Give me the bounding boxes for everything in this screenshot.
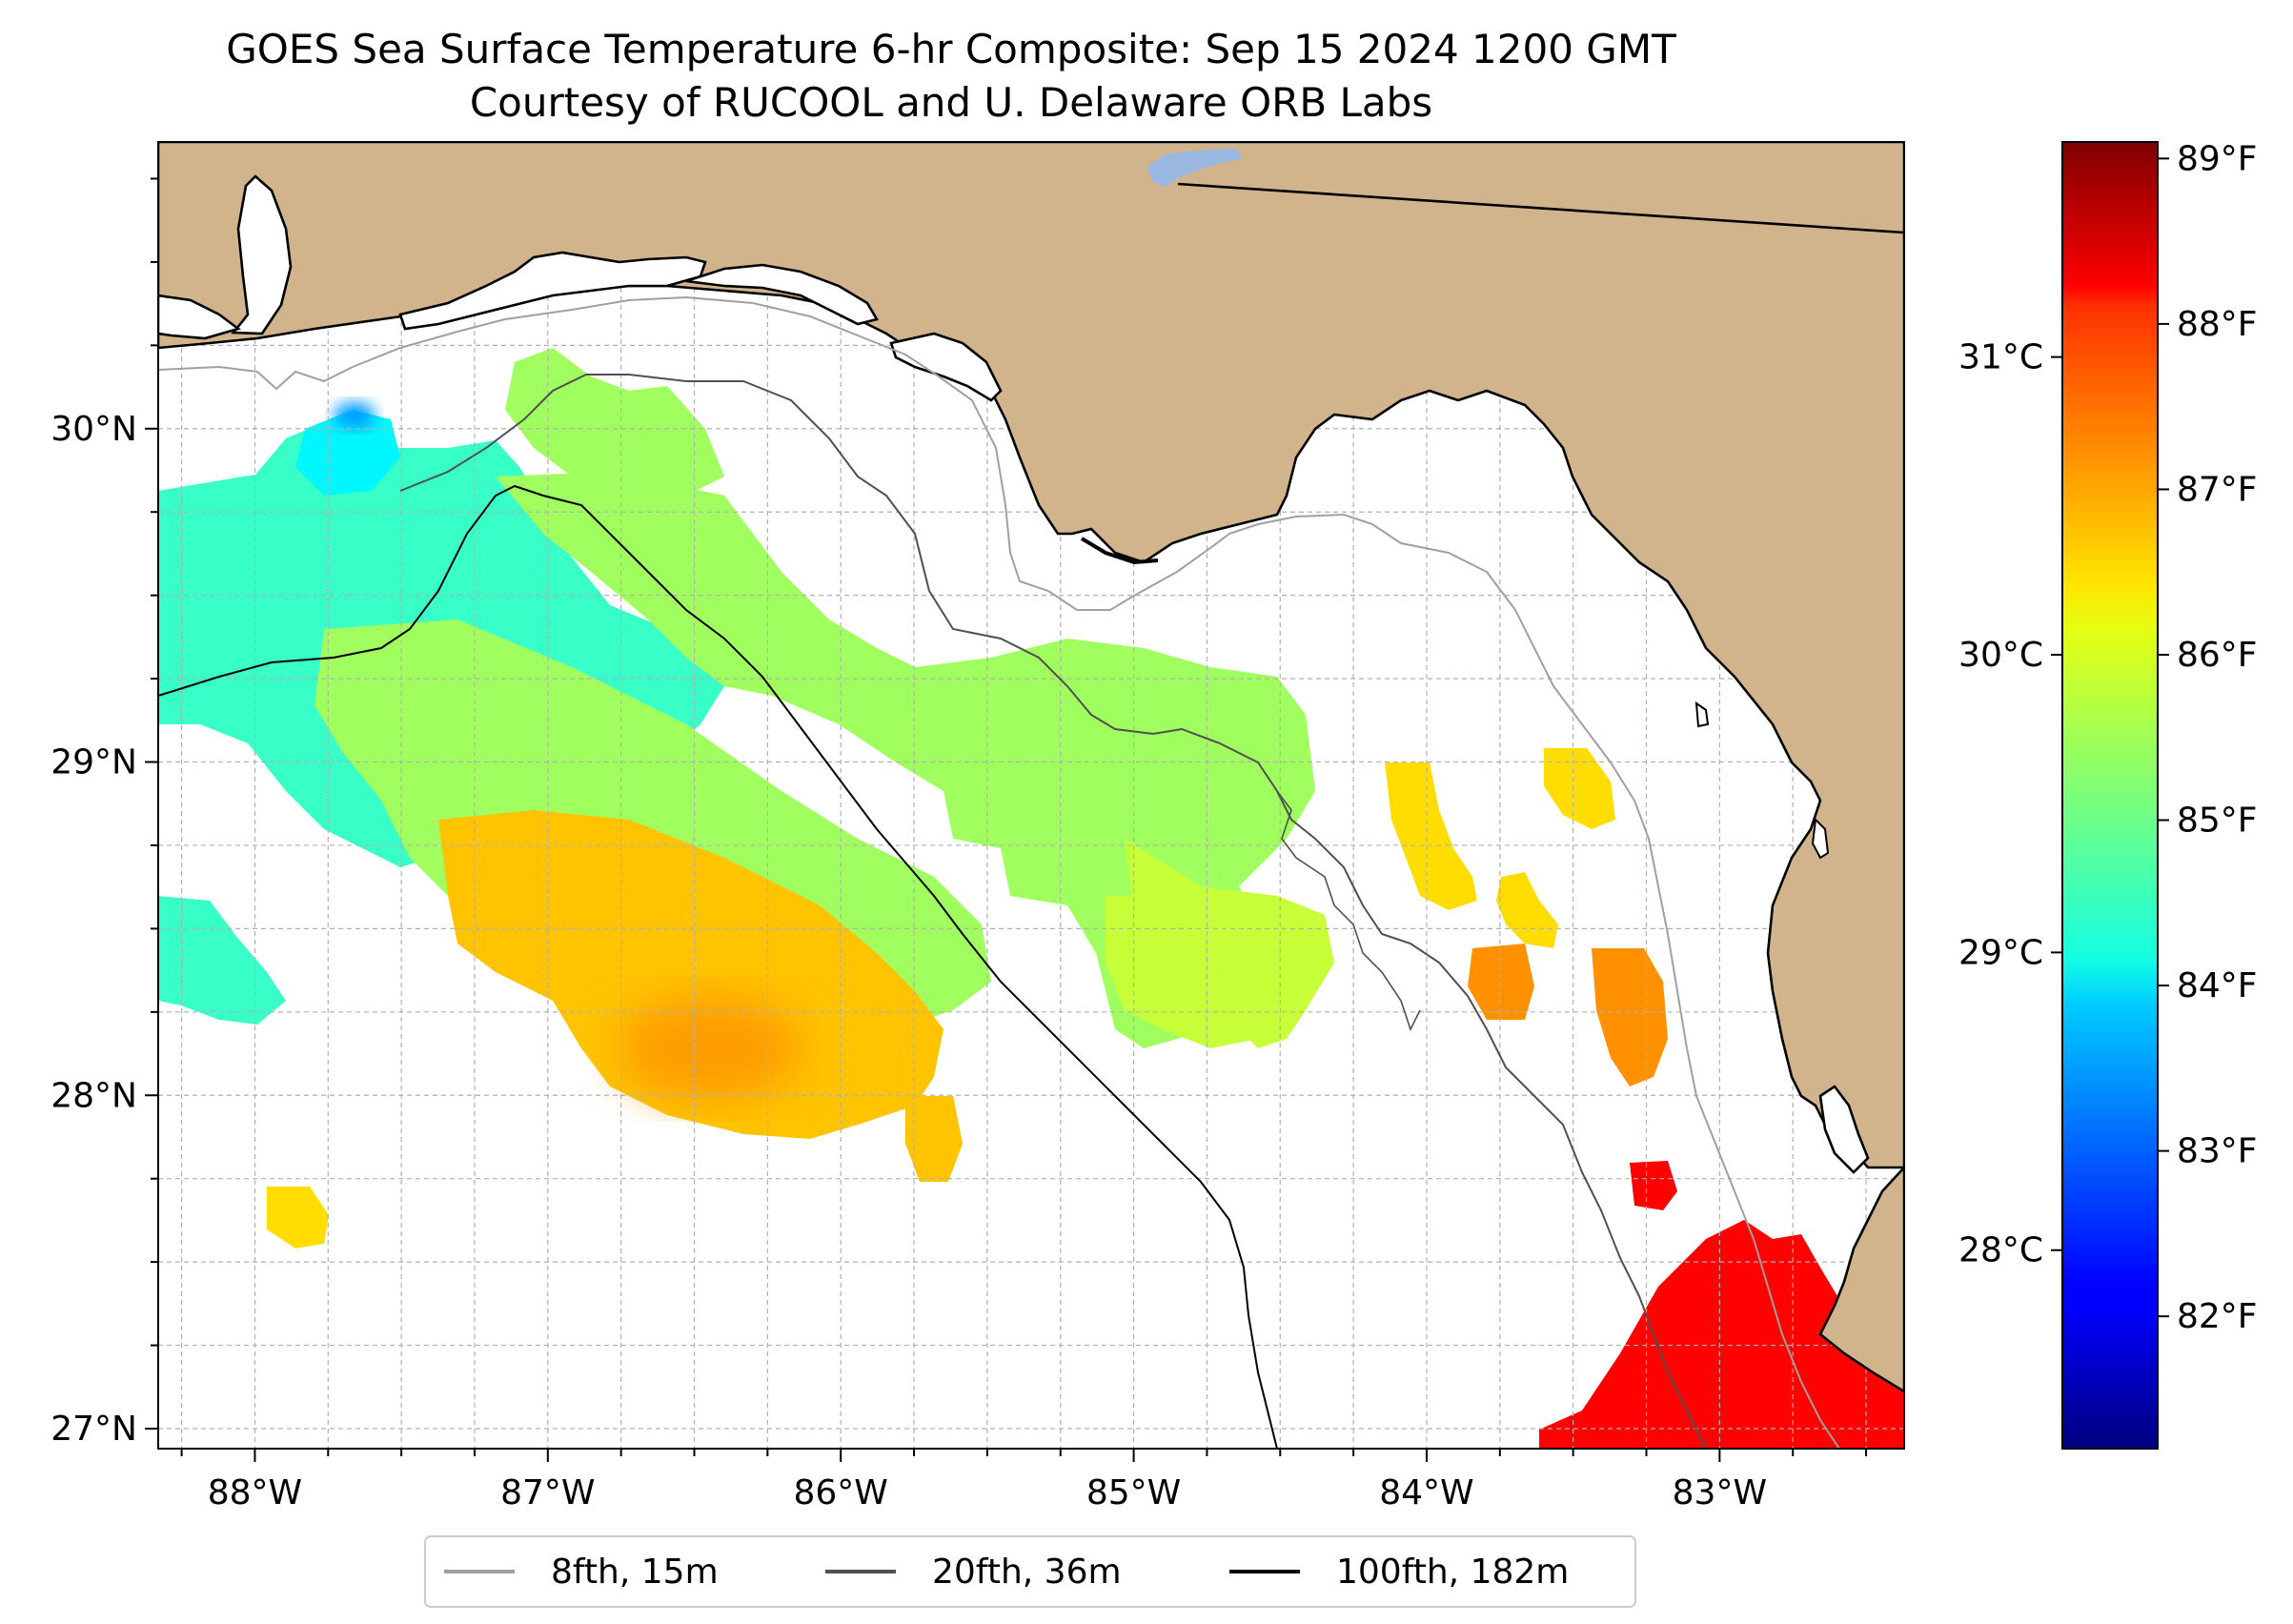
- fahrenheit-tick-label: 87°F: [2177, 470, 2258, 509]
- southwest-yellow-spot: [267, 1187, 329, 1248]
- legend-item: 20fth, 36m: [825, 1553, 1122, 1592]
- lat-tick-label: 27°N: [51, 1410, 137, 1449]
- celsius-tick-label: 31°C: [1958, 338, 2043, 377]
- legend-item: 100fth, 182m: [1229, 1553, 1569, 1592]
- map-panel: 88°W 87°W 86°W 85°W 84°W 83°W 30°N 29°N 28°N 27°…: [51, 141, 1905, 1512]
- state-boundary: [1177, 182, 1904, 234]
- lon-tick-label: 84°W: [1379, 1473, 1473, 1512]
- fahrenheit-tick-label: 85°F: [2177, 802, 2258, 841]
- lon-tick-label: 87°W: [500, 1473, 595, 1512]
- lon-tick-label: 86°W: [793, 1473, 887, 1512]
- legend-box: [424, 1535, 1636, 1608]
- lon-tick-label: 88°W: [208, 1473, 302, 1512]
- isobath-20fth-bigbend: [1276, 790, 1421, 1032]
- st-andrew-bay: [685, 263, 880, 326]
- warm-core-patch: [438, 810, 944, 1139]
- lake-seminole: [1146, 147, 1243, 188]
- legend-label: 20fth, 36m: [932, 1553, 1122, 1592]
- lon-tick-label: 83°W: [1673, 1473, 1767, 1512]
- choctawhatchee-bay: [398, 251, 707, 331]
- map-title: GOES Sea Surface Temperature 6-hr Compos…: [226, 26, 1676, 72]
- orange-patch-a: [1468, 944, 1534, 1020]
- celsius-ticks: 31°C 30°C 29°C 28°C: [1958, 338, 2062, 1270]
- lat-tick-label: 28°N: [51, 1076, 137, 1115]
- cyan-nearshore-patch: [295, 410, 400, 496]
- offshore-yellow-patch-c: [1544, 748, 1615, 829]
- fahrenheit-tick-label: 89°F: [2177, 139, 2258, 178]
- apalachicola-bay: [889, 332, 1003, 402]
- isobath-100fth: [158, 484, 1278, 1449]
- map-frame: [157, 141, 1905, 1450]
- celsius-tick-label: 29°C: [1958, 933, 2043, 972]
- legend-label: 100fth, 182m: [1336, 1553, 1569, 1592]
- fahrenheit-tick-label: 83°F: [2177, 1132, 2258, 1171]
- sst-layer: [158, 348, 1904, 1449]
- offshore-yellow-patch-a: [1385, 762, 1477, 910]
- fahrenheit-tick-label: 86°F: [2177, 636, 2258, 675]
- isobath-8fth: [158, 295, 1840, 1449]
- cedar-key-patch: [1106, 896, 1306, 1048]
- isobath-legend: 8fth, 15m 20fth, 36m 100fth, 182m: [424, 1535, 1636, 1608]
- lon-tick-label: 85°W: [1086, 1473, 1181, 1512]
- crystal-river-island: [1811, 817, 1830, 860]
- apalachee-spit: [1080, 537, 1159, 565]
- longitude-axis: 88°W 87°W 86°W 85°W 84°W 83°W: [180, 1449, 1868, 1512]
- lat-tick-label: 29°N: [51, 743, 137, 782]
- legend-label: 8fth, 15m: [551, 1553, 719, 1592]
- celsius-tick-label: 30°C: [1958, 636, 2043, 675]
- blue-spot: [334, 402, 375, 429]
- fahrenheit-ticks: 89°F 88°F 87°F 86°F 85°F 84°F 83°F 82°F: [2158, 139, 2258, 1336]
- fahrenheit-tick-label: 88°F: [2177, 305, 2258, 344]
- colorbar-gradient: [2061, 141, 2159, 1450]
- isobath-lines: [158, 295, 1840, 1449]
- tampa-bay-patch: [1539, 1220, 1904, 1449]
- mainland-peninsula-south: [1818, 1166, 1904, 1393]
- fahrenheit-tick-label: 82°F: [2177, 1297, 2258, 1336]
- colorbar: 31°C 30°C 29°C 28°C 89°F 88°F 87°F 86°F 85°F 84°…: [1958, 139, 2258, 1450]
- southwest-patch: [158, 896, 286, 1025]
- tampa-bay: [1818, 1085, 1870, 1174]
- lat-tick-label: 30°N: [51, 410, 137, 449]
- celsius-tick-label: 28°C: [1958, 1231, 2043, 1270]
- offshore-yellow-patch-b: [1496, 872, 1558, 948]
- map-subtitle: Courtesy of RUCOOL and U. Delaware ORB L…: [469, 79, 1433, 126]
- latitude-axis: 30°N 29°N 28°N 27°N: [51, 177, 158, 1449]
- land-layer: [158, 142, 1904, 1393]
- warm-core-center: [619, 996, 801, 1101]
- orange-patch-b: [1592, 948, 1668, 1086]
- warm-core-lobe: [905, 1096, 963, 1182]
- legend-item: 8fth, 15m: [444, 1553, 719, 1592]
- upper-shelf-patch: [505, 348, 724, 496]
- isobath-20fth: [399, 374, 1707, 1449]
- pensacola-bay: [231, 174, 293, 335]
- west-shore-inlet: [158, 294, 241, 340]
- fahrenheit-tick-label: 84°F: [2177, 966, 2258, 1005]
- mainland-north: [158, 142, 1904, 1169]
- cedar-key-island: [1694, 700, 1710, 728]
- red-spot: [1630, 1161, 1677, 1210]
